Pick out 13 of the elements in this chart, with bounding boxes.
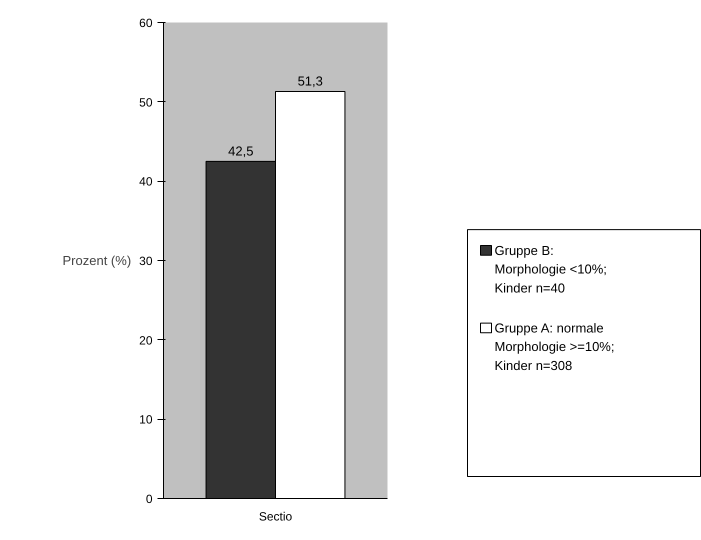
y-tick-label: 10: [139, 412, 153, 427]
y-tick-label: 30: [139, 254, 153, 268]
y-tick-label: 40: [139, 174, 153, 189]
y-tick-label: 0: [146, 492, 153, 506]
legend-label: Gruppe A: normale Morphologie >=10%; Kinder n=308: [494, 320, 614, 373]
data-label: 42,5: [228, 143, 254, 158]
y-tick-label: 50: [139, 95, 153, 110]
y-axis-title: Prozent (%): [62, 253, 132, 268]
data-label: 51,3: [298, 74, 323, 89]
x-tick-label: Sectio: [258, 510, 292, 524]
legend-label: Gruppe B: Morphologie <10%; Kinder n=40: [494, 242, 607, 296]
y-tick-label: 60: [139, 16, 153, 30]
y-tick-label: 20: [139, 333, 153, 348]
